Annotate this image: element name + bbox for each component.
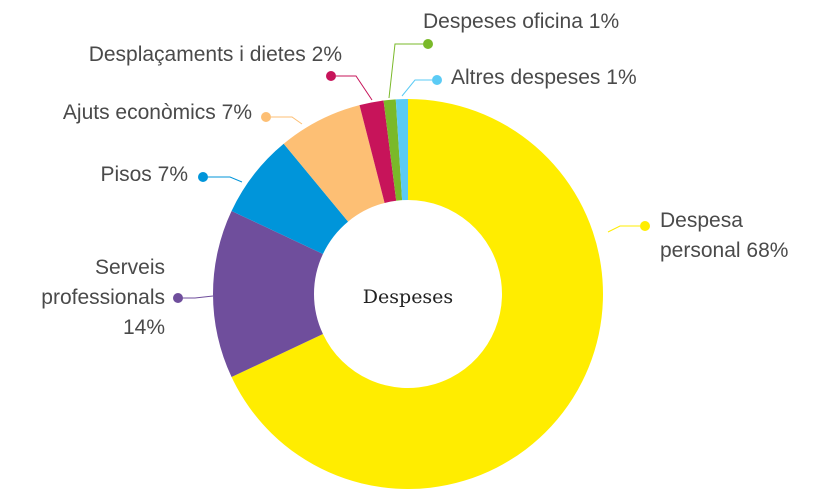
chart-title: Despeses bbox=[363, 286, 453, 308]
leader-dot bbox=[326, 71, 336, 81]
label-name: Ajuts econòmics bbox=[62, 101, 216, 124]
leader-line bbox=[336, 75, 373, 101]
leader-line bbox=[207, 176, 243, 183]
label-value: 68% bbox=[746, 239, 789, 262]
label-value: 1% bbox=[588, 10, 620, 33]
wedge bbox=[231, 99, 604, 489]
label-value: 2% bbox=[311, 43, 342, 66]
leader-dot bbox=[423, 39, 433, 49]
leader-line bbox=[271, 116, 303, 125]
wedge bbox=[231, 143, 349, 254]
label-value: 14% bbox=[122, 316, 165, 339]
label-value: 7% bbox=[221, 101, 252, 124]
label: Ajuts econòmics 7% bbox=[63, 98, 252, 128]
leader-line bbox=[388, 43, 423, 99]
leader-dot bbox=[198, 172, 208, 182]
label-name: Altres despeses bbox=[451, 66, 601, 89]
label: Despeses oficina 1% bbox=[423, 7, 619, 37]
label-value: 7% bbox=[157, 163, 188, 186]
label-name: Pisos bbox=[100, 163, 152, 186]
label: Altres despeses 1% bbox=[451, 63, 637, 93]
wedge bbox=[359, 100, 397, 203]
label-value: 1% bbox=[606, 66, 637, 89]
label-name: Despeses oficina bbox=[423, 10, 583, 33]
wedge bbox=[213, 210, 323, 378]
label-name: Despesa personal bbox=[660, 209, 743, 262]
label: Desplaçaments i dietes 2% bbox=[89, 40, 342, 70]
leader-dot bbox=[173, 293, 183, 303]
wedges bbox=[213, 99, 604, 489]
label: Serveis professionals 14% bbox=[15, 253, 165, 343]
label: Despesa personal 68% bbox=[660, 206, 810, 266]
leaders bbox=[173, 39, 650, 303]
wedge bbox=[283, 105, 385, 222]
leader-dot bbox=[640, 221, 650, 231]
leader-line bbox=[401, 79, 432, 97]
leader-dot bbox=[432, 75, 442, 85]
label-name: Desplaçaments i dietes bbox=[88, 43, 306, 66]
label: Pisos 7% bbox=[100, 160, 188, 190]
leader-dot bbox=[261, 112, 271, 122]
wedge bbox=[383, 99, 403, 201]
leader-line bbox=[182, 295, 214, 299]
label-name: Serveis professionals bbox=[41, 256, 165, 309]
wedge bbox=[395, 99, 408, 201]
leader-line bbox=[607, 225, 640, 233]
